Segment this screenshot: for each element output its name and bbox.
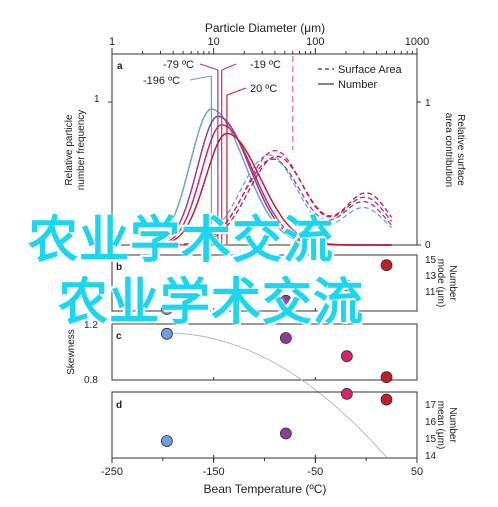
data-point [160,303,173,315]
surface-area-curve-2 [167,149,393,246]
number-curve-3 [167,132,392,246]
top-tick-label: 100 [306,36,324,48]
panel-c-left-ylabel: Skewness [66,329,77,375]
bottom-axis-title: Bean Temperature (ºC) [204,482,327,496]
data-point [160,435,173,447]
panel-a-right-tick-0: 0 [425,240,431,251]
data-point [340,350,353,363]
panel-a-right-tick-1: 1 [425,98,431,109]
bottom-tick-label: -250 [101,466,123,478]
data-point [279,427,292,440]
top-tick-label: 10 [208,36,220,48]
panel-c-left-tick-0-8: 0.8 [84,375,98,386]
panel-b-plot [111,259,418,315]
panel-a-letter: a [117,61,123,72]
label-leader-1 [221,63,237,71]
data-point [380,393,393,406]
panel-a-plot [108,56,421,246]
bottom-axis-ticks: -250 -150 -50 50 [101,458,423,478]
panel-d-frame [111,391,418,459]
data-point [380,259,393,272]
annotation-minus19: -19 ºC [250,59,281,71]
data-point [340,387,353,400]
panel-d-letter: d [116,400,122,411]
data-point [380,371,393,384]
panel-d-plot [111,387,418,458]
top-axis-ticks: 1 10 100 1000 [109,36,429,55]
panel-c-plot [111,327,418,458]
top-axis-title: Particle Diameter (μm) [205,21,325,35]
surface-area-curve-1 [167,158,393,246]
panel-d-right-tick-17: 17 [425,400,437,411]
top-tick-label: 1 [109,36,115,48]
panel-d-right-tick-14: 14 [425,451,437,462]
panel-b-right-tick-11: 11 [425,287,436,298]
panel-a-frame [111,53,418,246]
data-point [279,294,292,307]
surface-area-curve-3 [167,155,393,246]
data-point [340,279,353,292]
panel-b-right-ylabel: Numbermode (μm) [435,259,458,308]
bottom-tick-label: -50 [307,466,323,478]
panel-b-frame [111,254,418,312]
bottom-tick-label: 50 [411,466,423,478]
panel-b-right-tick-15: 15 [425,255,437,266]
panel-a-left-tick-0: 0 [94,240,100,251]
legend-surface-area: Surface Area [338,64,402,76]
annotation-20: 20 ºC [250,83,277,95]
data-point [160,327,173,340]
panel-c-frame [111,323,418,381]
panel-b-right-tick-13: 13 [425,271,437,282]
panel-b-letter: b [116,262,122,273]
data-point [279,332,292,344]
panel-a-left-tick-1: 1 [94,94,100,105]
label-leader-2 [189,75,212,81]
legend: Surface Area Number [318,64,402,91]
legend-number: Number [338,79,377,91]
panel-a-left-ylabel: Relative particlenumber frequency [64,110,87,191]
watermark-line-1: 农业学术交流 [28,211,334,269]
label-leader-0 [199,63,219,71]
panel-d-right-ylabel: Numbermean (μm) [435,401,458,450]
annotation-minus79: -79 ºC [163,59,194,71]
annotation-minus196: -196 ºC [143,75,180,87]
panel-c-left-tick-1-2: 1.2 [84,320,98,331]
bottom-tick-label: -150 [203,466,225,478]
panel-d-right-tick-16: 16 [425,417,437,428]
panel-fit-line [166,332,387,458]
panel-c-letter: c [116,331,122,342]
panel-d-right-tick-15: 15 [425,434,437,445]
top-tick-label: 1000 [405,36,429,48]
watermark-line-2: 农业学术交流 [58,273,364,331]
panel-a-right-ylabel: Relative surfacearea contribution [443,113,466,188]
label-leader-3 [226,87,247,96]
